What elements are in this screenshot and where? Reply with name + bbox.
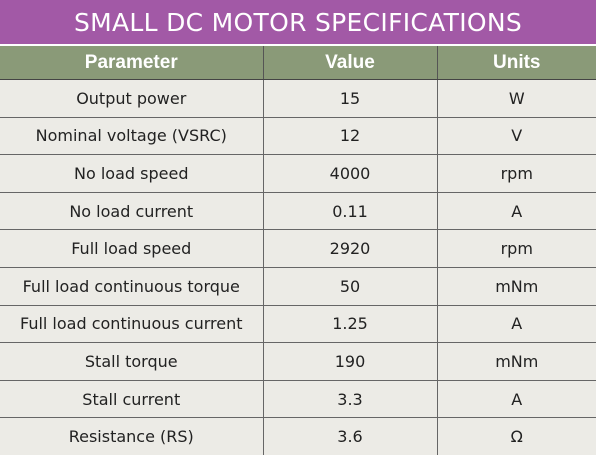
table-row: Full load speed 2920 rpm xyxy=(0,229,596,268)
value-cell: 3.3 xyxy=(262,380,437,419)
units-cell: A xyxy=(436,305,596,344)
units-cell: Ω xyxy=(436,417,596,455)
value-cell: 50 xyxy=(262,267,437,306)
value-cell: 4000 xyxy=(262,154,437,193)
parameter-cell: No load current xyxy=(0,192,263,231)
units-cell: mNm xyxy=(436,342,596,381)
parameter-cell: Full load continuous torque xyxy=(0,267,263,306)
value-cell: 0.11 xyxy=(262,192,437,231)
column-header-row: Parameter Value Units xyxy=(0,45,596,80)
units-cell: rpm xyxy=(436,154,596,193)
parameter-cell: Nominal voltage (VSRC) xyxy=(0,117,263,156)
parameter-cell: Stall current xyxy=(0,380,263,419)
units-cell: W xyxy=(436,79,596,118)
value-cell: 1.25 xyxy=(262,305,437,344)
parameter-cell: No load speed xyxy=(0,154,263,193)
column-header-units: Units xyxy=(436,45,596,80)
parameter-cell: Resistance (RS) xyxy=(68,427,194,447)
table-row: Stall torque 190 mNm xyxy=(0,342,596,381)
table-row: Full load continuous current 1.25 A xyxy=(0,305,596,344)
value-cell: 190 xyxy=(262,342,437,381)
table-row: Full load continuous torque 50 mNm xyxy=(0,267,596,306)
units-cell: A xyxy=(436,380,596,419)
parameter-cell: Full load speed xyxy=(0,229,263,268)
value-cell: 2920 xyxy=(262,229,437,268)
parameter-cell: Full load continuous current xyxy=(0,305,263,344)
units-cell: V xyxy=(436,117,596,156)
parameter-cell: Stall torque xyxy=(0,342,263,381)
title-row: SMALL DC MOTOR SPECIFICATIONS xyxy=(0,0,596,46)
table-row: Output power 15 W xyxy=(0,79,596,118)
table-row: No load speed 4000 rpm xyxy=(0,154,596,193)
table-row: Nominal voltage (VSRC) 12 V xyxy=(0,117,596,156)
value-cell: 12 xyxy=(262,117,437,156)
parameter-cell: Output power xyxy=(0,79,263,118)
units-cell: A xyxy=(436,192,596,231)
table-title: SMALL DC MOTOR SPECIFICATIONS xyxy=(0,0,596,46)
units-cell: rpm xyxy=(436,229,596,268)
table-row: Resistance (RS) 3.6 Ω xyxy=(0,417,596,455)
units-cell: mNm xyxy=(436,267,596,306)
table-row: No load current 0.11 A xyxy=(0,192,596,231)
column-header-value: Value xyxy=(262,45,437,80)
column-header-parameter: Parameter xyxy=(0,45,263,80)
value-cell: 3.6 xyxy=(262,417,437,455)
table-row: Stall current 3.3 A xyxy=(0,380,596,419)
value-cell: 15 xyxy=(262,79,437,118)
